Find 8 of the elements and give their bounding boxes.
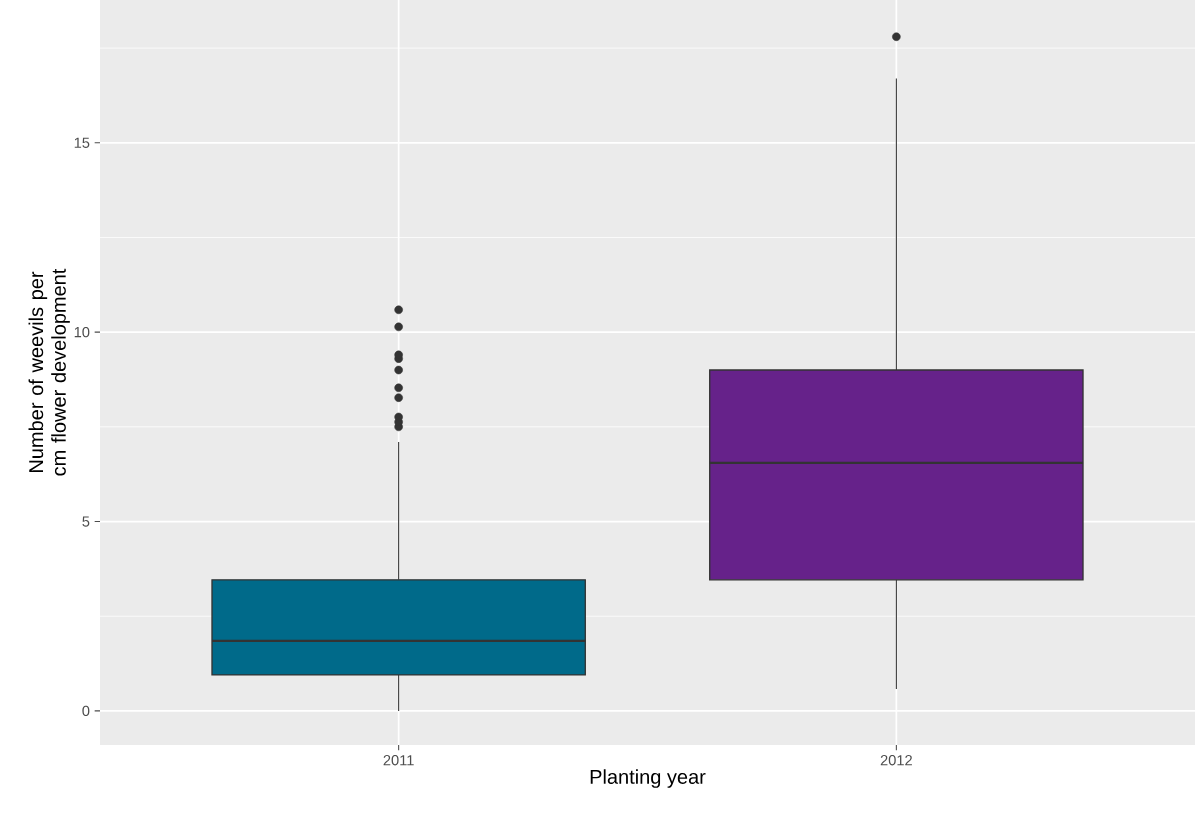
x-tick-label: 2012	[880, 755, 912, 766]
y-axis-title: Number of weevils per cm flower development	[28, 268, 70, 476]
x-axis-title: Planting year	[590, 769, 706, 788]
x-tick-label: 2011	[383, 755, 414, 766]
y-tick-label: 5	[82, 516, 90, 527]
y-tick-label: 15	[74, 137, 90, 148]
y-tick-label: 0	[82, 705, 90, 717]
y-tick-label: 10	[74, 326, 90, 338]
